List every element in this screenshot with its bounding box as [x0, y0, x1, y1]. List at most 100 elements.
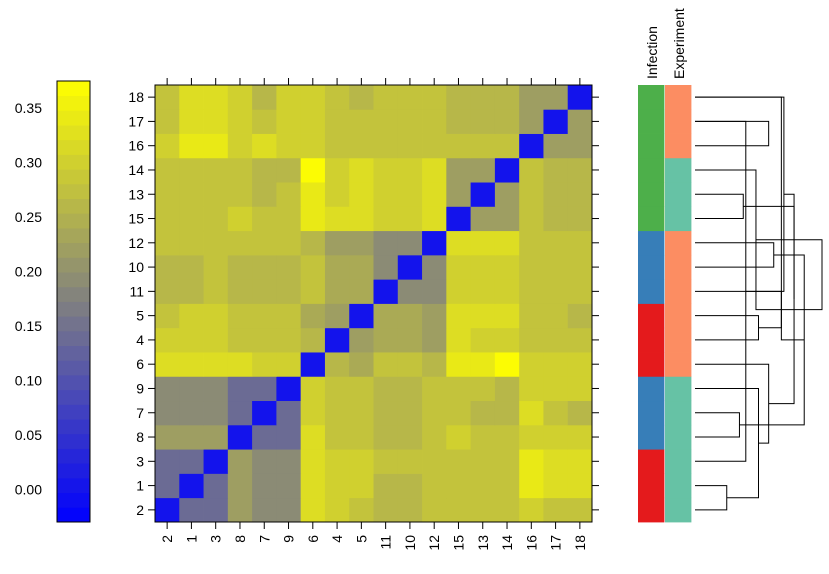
heatmap-cell: [227, 327, 253, 353]
heatmap-cell: [349, 109, 374, 134]
heatmap-cell: [543, 230, 569, 256]
heatmap-cell: [519, 327, 544, 353]
heatmap-cell: [470, 424, 496, 450]
heatmap-cell: [155, 85, 180, 110]
heatmap-cell: [397, 85, 423, 110]
heatmap-cell: [179, 424, 204, 450]
color-legend-swatch: [57, 213, 90, 229]
heatmap-cell: [567, 254, 593, 280]
heatmap-cell: [276, 133, 302, 159]
heatmap-cell: [349, 497, 374, 523]
color-legend-swatch: [57, 448, 90, 464]
annotation-cell: [665, 157, 692, 183]
heatmap-cell: [397, 279, 423, 304]
y-tick-label: 6: [136, 356, 144, 372]
heatmap-cell: [179, 497, 204, 523]
heatmap-cell: [567, 376, 593, 402]
color-legend-swatch: [57, 257, 90, 273]
heatmap-cell: [155, 279, 180, 304]
y-tick-label: 2: [136, 502, 144, 518]
y-tick-label: 16: [128, 138, 144, 154]
y-tick-label: 14: [128, 162, 144, 178]
annotation-cell: [665, 133, 692, 159]
heatmap-cell: [203, 303, 229, 329]
heatmap-cell: [494, 449, 520, 474]
heatmap-cell: [155, 400, 180, 426]
heatmap-cell: [300, 133, 326, 159]
heatmap-cell: [373, 109, 399, 134]
heatmap-cell: [373, 449, 399, 474]
heatmap-cell: [252, 449, 277, 474]
heatmap-cell: [422, 157, 447, 183]
heatmap-cell: [373, 400, 399, 426]
x-tick-label: 3: [208, 535, 224, 543]
heatmap-cell: [494, 400, 520, 426]
heatmap-cell: [155, 497, 180, 523]
heatmap-cell: [422, 376, 447, 402]
heatmap-cell: [324, 376, 350, 402]
heatmap-cell: [567, 449, 593, 474]
heatmap-cell: [324, 473, 350, 499]
heatmap-cell: [252, 400, 277, 426]
heatmap-cell: [519, 133, 544, 159]
heatmap-cell: [324, 449, 350, 474]
heatmap-cell: [567, 182, 593, 207]
heatmap-cell: [203, 85, 229, 110]
heatmap-cell: [470, 85, 496, 110]
heatmap-cell: [446, 254, 472, 280]
heatmap-cell: [276, 109, 302, 134]
heatmap-cell: [276, 279, 302, 304]
heatmap-cell: [300, 473, 326, 499]
heatmap-cell: [494, 157, 520, 183]
heatmap-cell: [519, 157, 544, 183]
heatmap-cell: [324, 497, 350, 523]
heatmap-cell: [567, 424, 593, 450]
annotation-cell: [665, 206, 692, 232]
heatmap-cell: [446, 157, 472, 183]
heatmap-cell: [397, 303, 423, 329]
x-tick-label: 5: [353, 535, 369, 543]
heatmap-cell: [324, 206, 350, 232]
heatmap-cell: [203, 376, 229, 402]
x-tick-label: 18: [572, 535, 588, 551]
color-legend-tick-label: 0.25: [15, 209, 42, 225]
dendrogram-branch: [755, 239, 823, 311]
color-legend-swatch: [57, 242, 90, 258]
heatmap-cell: [155, 133, 180, 159]
dendrogram-branch: [743, 205, 795, 299]
heatmap-cell: [203, 497, 229, 523]
heatmap-cell: [203, 109, 229, 134]
heatmap-cell: [397, 109, 423, 134]
heatmap-cell: [494, 206, 520, 232]
heatmap-cell: [397, 327, 423, 353]
heatmap-cell: [422, 473, 447, 499]
heatmap-cell: [227, 497, 253, 523]
heatmap-cell: [324, 109, 350, 134]
heatmap-cell: [519, 206, 544, 232]
heatmap-cell: [567, 109, 593, 134]
x-tick-label: 4: [329, 535, 345, 543]
color-legend-swatch: [57, 316, 90, 332]
heatmap-cell: [276, 85, 302, 110]
heatmap-cell: [519, 400, 544, 426]
heatmap-cell: [470, 497, 496, 523]
color-legend-swatch: [57, 154, 90, 170]
heatmap-cell: [155, 424, 180, 450]
color-legend-swatch: [57, 198, 90, 214]
heatmap-cell: [349, 254, 374, 280]
heatmap-cell: [494, 376, 520, 402]
color-legend-swatch: [57, 125, 90, 141]
heatmap-cell: [494, 109, 520, 134]
heatmap-cell: [422, 303, 447, 329]
heatmap-cell: [397, 449, 423, 474]
heatmap-cell: [470, 254, 496, 280]
heatmap-cell: [446, 303, 472, 329]
annotation-cell: [665, 182, 692, 207]
heatmap-cell: [252, 182, 277, 207]
annotation-cell: [638, 327, 665, 353]
heatmap-cell: [494, 133, 520, 159]
annotation-cell: [665, 352, 692, 377]
heatmap-cell: [227, 85, 253, 110]
heatmap-cell: [422, 327, 447, 353]
heatmap-cell: [227, 254, 253, 280]
